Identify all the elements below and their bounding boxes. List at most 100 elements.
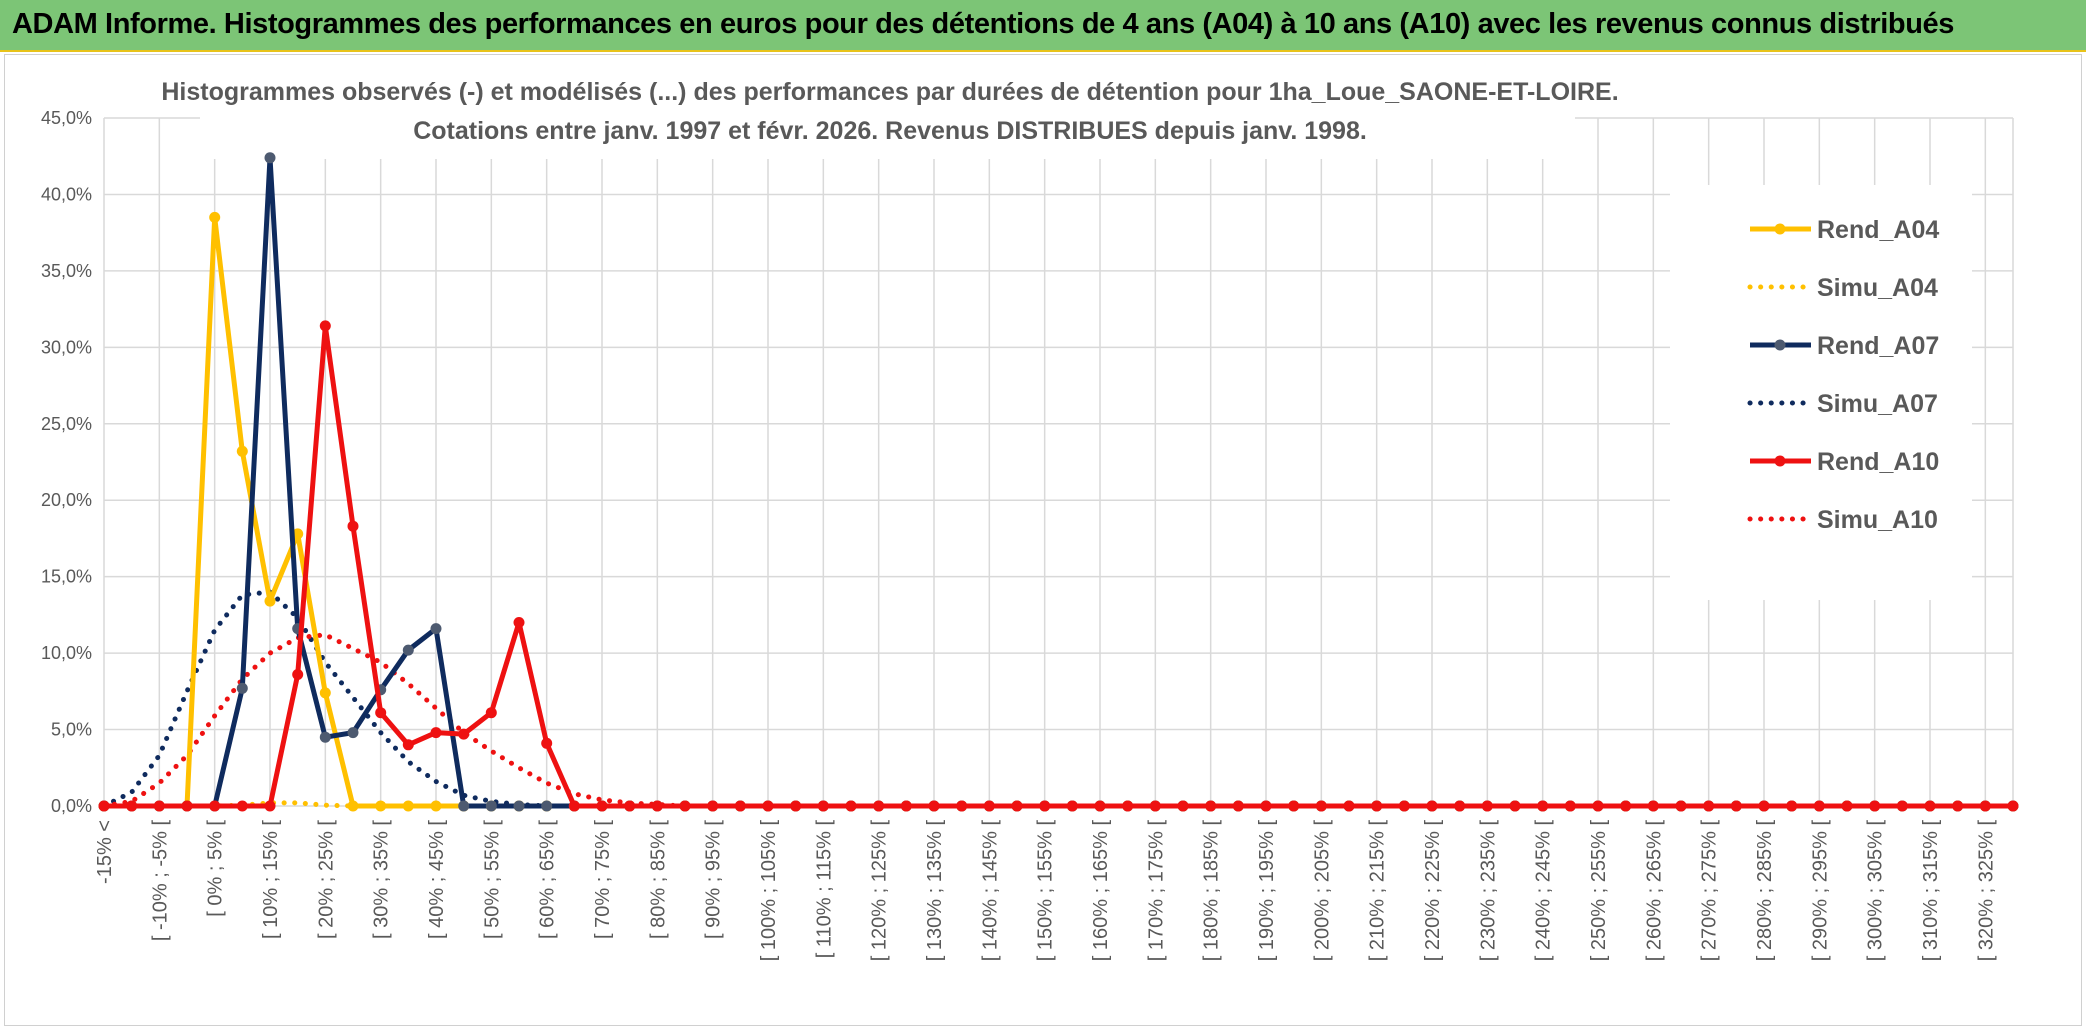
series-line-rend-a10 [104, 323, 2013, 809]
data-point [153, 800, 165, 812]
data-point [1896, 800, 1908, 812]
x-tick-label: [ 190% ; 195% [ [1256, 820, 1278, 962]
data-point [347, 520, 359, 532]
data-point [264, 152, 276, 164]
data-point [375, 800, 387, 812]
data-point [707, 800, 719, 812]
data-point [1343, 800, 1355, 812]
x-tick-label: [ 120% ; 125% [ [869, 820, 891, 962]
data-point [236, 800, 248, 812]
x-tick-label: [ 10% ; 15% [ [260, 820, 282, 939]
x-tick-label: [ 140% ; 145% [ [979, 820, 1001, 962]
data-point [1509, 800, 1521, 812]
y-tick-label: 15,0% [41, 567, 92, 587]
legend-marker [1774, 455, 1786, 467]
data-point [1730, 800, 1742, 812]
data-point [1454, 800, 1466, 812]
x-tick-label: [ 210% ; 215% [ [1367, 820, 1389, 962]
data-point [402, 739, 414, 751]
legend-label: Simu_A10 [1817, 506, 1938, 534]
y-tick-label: 25,0% [41, 414, 92, 434]
legend-background [1670, 185, 1972, 600]
x-tick-label: [ 0% ; 5% [ [205, 820, 227, 917]
data-point [734, 800, 746, 812]
chart-title-line: Histogrammes observés (-) et modélisés (… [161, 78, 1618, 106]
data-point [679, 800, 691, 812]
data-point [347, 727, 359, 739]
data-point [1647, 800, 1659, 812]
data-point [98, 800, 110, 812]
data-point [983, 800, 995, 812]
data-point [1537, 800, 1549, 812]
legend-label: Rend_A04 [1817, 216, 1939, 244]
data-point [845, 800, 857, 812]
data-point [1232, 800, 1244, 812]
data-point [458, 800, 470, 812]
x-tick-label: [ 110% ; 115% [ [813, 820, 835, 959]
y-tick-label: 5,0% [51, 720, 92, 740]
data-point [402, 800, 414, 812]
data-point [1841, 800, 1853, 812]
data-point [1592, 800, 1604, 812]
data-point [1952, 800, 1964, 812]
data-point [430, 623, 442, 635]
data-point [1979, 800, 1991, 812]
legend-label: Simu_A07 [1817, 390, 1938, 418]
report-title: ADAM Informe. Histogrammes des performan… [12, 8, 1954, 40]
data-point [1703, 800, 1715, 812]
data-point [319, 320, 331, 332]
data-point [1260, 800, 1272, 812]
legend-label: Simu_A04 [1817, 274, 1938, 302]
data-point [513, 617, 525, 628]
data-point [319, 687, 331, 699]
title-background [200, 75, 1575, 159]
x-tick-label: [ 40% ; 45% [ [426, 820, 448, 939]
x-tick-label: [ 230% ; 235% [ [1477, 820, 1499, 962]
x-tick-label: [ 20% ; 25% [ [315, 820, 337, 939]
chart-title-line: Cotations entre janv. 1997 et févr. 2026… [413, 117, 1367, 145]
x-tick-label: [ 70% ; 75% [ [592, 820, 614, 939]
y-tick-label: 45,0% [41, 108, 92, 128]
x-tick-label: [ 300% ; 305% [ [1865, 820, 1887, 962]
data-point [762, 800, 774, 812]
data-point [485, 707, 497, 719]
data-point [430, 727, 442, 739]
x-tick-label: [ 150% ; 155% [ [1035, 820, 1057, 962]
data-point [624, 800, 636, 812]
grid-lines [103, 117, 2014, 807]
y-tick-label: 0,0% [51, 796, 92, 816]
data-point [181, 800, 193, 812]
data-point [790, 800, 802, 812]
data-point [126, 800, 138, 812]
data-point [1288, 800, 1300, 812]
x-tick-label: [ 60% ; 65% [ [537, 820, 559, 939]
data-point [956, 800, 968, 812]
x-tick-label: [ 90% ; 95% [ [703, 820, 725, 939]
data-point [430, 800, 442, 812]
data-point [1094, 800, 1106, 812]
x-tick-label: [ 180% ; 185% [ [1201, 820, 1223, 962]
data-point [541, 737, 553, 749]
data-point [1205, 800, 1217, 812]
report-banner: ADAM Informe. Histogrammes des performan… [0, 0, 2086, 52]
data-point [347, 800, 359, 812]
data-point [1149, 800, 1161, 812]
y-tick-label: 40,0% [41, 184, 92, 204]
legend-marker [1774, 339, 1786, 351]
data-point [1564, 800, 1576, 812]
series-lines [98, 152, 2019, 812]
data-point [568, 800, 580, 812]
data-point [873, 800, 885, 812]
data-point [1426, 800, 1438, 812]
y-tick-label: 30,0% [41, 337, 92, 357]
legend: Rend_A04 Simu_A04 Rend_A07 Simu_A07 Rend_A10… [1670, 185, 1972, 600]
data-point [319, 731, 331, 743]
x-tick-label: [ 130% ; 135% [ [924, 820, 946, 962]
x-tick-label: [ 290% ; 295% [ [1809, 820, 1831, 962]
histogram-chart: 0,0% 5,0% 10,0% 15,0% 20,0% 25,0% 30,0% 35,0% 40… [41, 75, 2019, 962]
data-point [541, 800, 553, 812]
data-point [292, 669, 304, 680]
x-tick-label: [ 80% ; 85% [ [647, 820, 669, 939]
data-point [1066, 800, 1078, 812]
x-tick-label: [ 320% ; 325% [ [1975, 820, 1997, 962]
